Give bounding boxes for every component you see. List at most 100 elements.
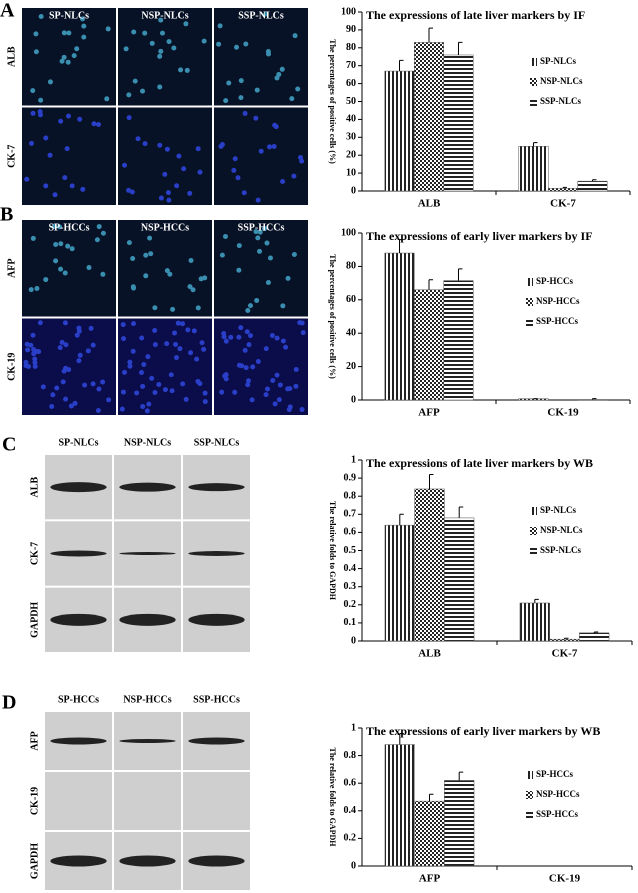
bar bbox=[519, 602, 550, 642]
legend-label: NSP-HCCs bbox=[536, 789, 580, 799]
nucleus bbox=[94, 237, 100, 243]
nucleus bbox=[61, 54, 67, 60]
nucleus bbox=[143, 252, 149, 258]
error-bar bbox=[591, 179, 597, 182]
blot-band bbox=[50, 482, 107, 493]
nucleus bbox=[191, 328, 197, 334]
legend-swatch bbox=[530, 507, 537, 515]
nucleus bbox=[72, 400, 78, 406]
nucleus bbox=[134, 390, 140, 396]
bar bbox=[414, 289, 444, 401]
y-tick-label: 0.2 bbox=[344, 599, 357, 610]
nucleus bbox=[236, 362, 242, 368]
nucleus bbox=[269, 332, 275, 338]
nucleus bbox=[145, 354, 151, 360]
nucleus bbox=[80, 16, 86, 22]
nucleus bbox=[58, 266, 64, 272]
nucleus bbox=[53, 258, 59, 264]
nucleus bbox=[32, 363, 38, 369]
nucleus bbox=[264, 386, 270, 392]
nucleus bbox=[183, 21, 189, 27]
nucleus bbox=[126, 92, 132, 98]
nucleus bbox=[62, 320, 68, 326]
nucleus bbox=[52, 192, 58, 198]
blot-band bbox=[119, 552, 176, 555]
nucleus bbox=[236, 334, 242, 340]
nucleus bbox=[287, 386, 293, 392]
nucleus bbox=[190, 287, 196, 293]
nucleus bbox=[236, 243, 242, 249]
row-label: ALB bbox=[29, 477, 40, 498]
nucleus bbox=[135, 136, 141, 142]
nucleus bbox=[164, 268, 170, 274]
nucleus bbox=[254, 87, 260, 93]
error-bar bbox=[564, 637, 569, 640]
nucleus bbox=[257, 248, 263, 254]
bar bbox=[577, 399, 608, 401]
y-tick-label: 40 bbox=[346, 327, 356, 338]
y-tick-label: 0.2 bbox=[344, 833, 357, 844]
row-label: CK-19 bbox=[6, 353, 17, 381]
nucleus bbox=[95, 408, 101, 414]
y-tick-label: 60 bbox=[346, 294, 356, 305]
nucleus bbox=[255, 197, 261, 203]
nucleus bbox=[69, 246, 75, 252]
nucleus bbox=[43, 277, 49, 283]
nucleus bbox=[38, 13, 44, 19]
nucleus bbox=[30, 88, 36, 94]
nucleus bbox=[142, 141, 148, 147]
nucleus bbox=[76, 358, 82, 364]
nucleus bbox=[263, 11, 269, 17]
bar bbox=[384, 252, 415, 401]
nucleus bbox=[263, 346, 269, 352]
nucleus bbox=[176, 153, 182, 159]
nucleus bbox=[90, 381, 96, 387]
nucleus bbox=[64, 146, 70, 152]
nucleus bbox=[131, 321, 137, 327]
legend-label: SSP-HCCs bbox=[536, 316, 579, 326]
column-label: NSP-NLCs bbox=[124, 437, 171, 448]
nucleus bbox=[57, 224, 63, 230]
nucleus bbox=[195, 378, 201, 384]
nucleus bbox=[23, 359, 29, 365]
nucleus bbox=[202, 399, 208, 405]
nucleus bbox=[195, 305, 201, 311]
blot-image bbox=[45, 772, 112, 830]
nucleus bbox=[197, 169, 203, 175]
nucleus bbox=[152, 342, 158, 348]
nucleus bbox=[181, 166, 187, 172]
nucleus bbox=[28, 287, 34, 293]
legend-swatch bbox=[530, 58, 537, 66]
nucleus bbox=[241, 190, 247, 196]
nucleus bbox=[258, 148, 264, 154]
bar bbox=[444, 780, 475, 867]
blot-band bbox=[119, 482, 176, 492]
y-tick-label: 1 bbox=[351, 454, 356, 465]
chart-title: The expressions of early liver markers b… bbox=[366, 724, 600, 738]
nucleus bbox=[157, 142, 163, 148]
panel-letter: A bbox=[0, 0, 15, 22]
legend-swatch bbox=[530, 78, 537, 86]
y-tick-label: 60 bbox=[346, 78, 356, 89]
bar bbox=[548, 188, 578, 192]
chart-title: The expressions of late liver markers by… bbox=[366, 8, 585, 22]
nucleus bbox=[285, 275, 291, 281]
nucleus bbox=[243, 41, 249, 47]
error-bar bbox=[562, 186, 567, 189]
nucleus bbox=[91, 121, 97, 127]
nucleus bbox=[242, 347, 248, 353]
x-tick-label: ALB bbox=[418, 198, 441, 210]
nucleus bbox=[217, 23, 223, 29]
x-tick-label: ALB bbox=[418, 648, 441, 660]
nucleus bbox=[126, 240, 132, 246]
nucleus bbox=[34, 285, 40, 291]
bar bbox=[443, 54, 474, 192]
nucleus bbox=[127, 359, 133, 365]
legend-label: NSP-NLCs bbox=[540, 525, 583, 535]
nucleus bbox=[276, 397, 282, 403]
nucleus bbox=[246, 342, 252, 348]
nucleus bbox=[266, 51, 272, 57]
nucleus bbox=[143, 273, 149, 279]
legend-swatch bbox=[526, 278, 533, 286]
